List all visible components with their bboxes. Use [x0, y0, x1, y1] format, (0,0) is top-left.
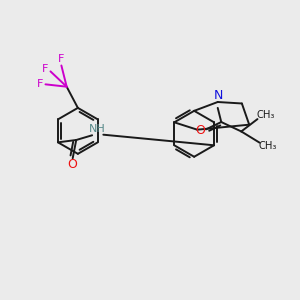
Text: F: F: [37, 79, 44, 89]
Text: CH₃: CH₃: [256, 110, 275, 120]
Text: NH: NH: [89, 124, 106, 134]
Text: CH₃: CH₃: [259, 141, 277, 151]
Text: O: O: [195, 124, 205, 137]
Text: F: F: [42, 64, 48, 74]
Text: F: F: [58, 54, 64, 64]
Text: O: O: [67, 158, 77, 171]
Text: N: N: [213, 89, 223, 102]
